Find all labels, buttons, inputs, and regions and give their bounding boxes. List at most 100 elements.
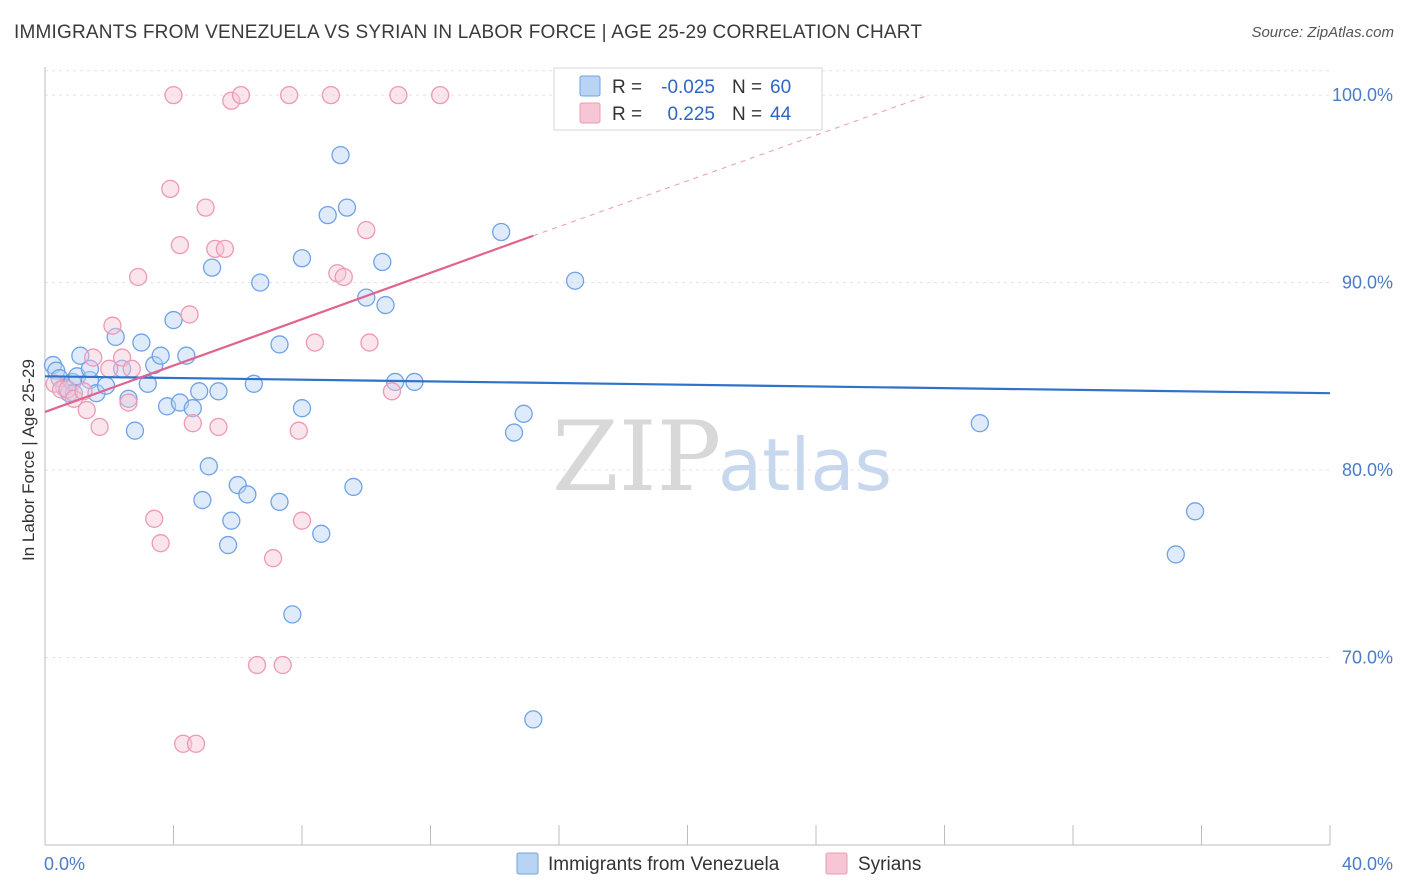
syrians-point-28: [231, 85, 251, 105]
trend-lines: [44, 94, 1331, 413]
x-tick-label-40: 40.0%: [1342, 854, 1393, 874]
syrians-point-13: [129, 267, 148, 287]
syrians-point-16: [161, 179, 180, 199]
syrians-point-27: [222, 91, 241, 110]
venezuela-point-54: [514, 404, 533, 423]
venezuela-point-59: [1166, 545, 1185, 564]
syrians-point-2: [58, 380, 77, 399]
venezuela-point-25: [183, 399, 202, 418]
syrians-point-20: [180, 305, 199, 324]
venezuela-point-17: [132, 333, 151, 352]
venezuela-point-48: [373, 252, 392, 272]
venezuela-point-37: [270, 335, 289, 354]
syrians-point-9: [103, 316, 122, 335]
syrians-point-19: [173, 734, 193, 753]
chart-title: IMMIGRANTS FROM VENEZUELA VS SYRIAN IN L…: [14, 22, 923, 43]
bottom-legend-swatch-syrians: [825, 852, 848, 875]
venezuela-point-16: [125, 421, 145, 440]
legend-n-value-1: 60: [770, 77, 791, 98]
correlation-legend: R = -0.025 N = 60 R = 0.225 N = 44: [553, 67, 823, 131]
syrians-point-1: [51, 380, 71, 399]
syrians-point-12: [122, 359, 141, 378]
syrians-point-32: [279, 85, 299, 105]
syrians-point-6: [84, 348, 103, 367]
syrians-point-24: [206, 239, 225, 258]
watermark-zip: ZIP: [552, 401, 721, 513]
legend-swatch-syrians: [579, 102, 601, 124]
venezuela-point-40: [292, 399, 312, 418]
axes: [44, 67, 1331, 846]
x-tick-label-0: 0.0%: [44, 854, 85, 874]
syrians-point-34: [292, 511, 312, 530]
venezuela-point-39: [283, 605, 302, 624]
y-axis-title: In Labor Force | Age 25-29: [19, 359, 38, 561]
venezuela-point-34: [238, 485, 257, 504]
venezuela-point-60: [1185, 502, 1205, 521]
series-legend: Immigrants from Venezuela Syrians: [516, 852, 921, 875]
venezuela-point-52: [492, 222, 511, 242]
trend-line-venezuela: [44, 375, 1331, 395]
venezuela-point-44: [331, 145, 350, 165]
venezuela-point-55: [524, 710, 543, 729]
venezuela-point-32: [222, 511, 241, 530]
tick-labels: 100.0% 90.0% 80.0% 70.0% 0.0% 40.0%: [44, 85, 1393, 874]
syrians-point-36: [321, 85, 341, 105]
venezuela-point-26: [190, 382, 209, 401]
venezuela-point-33: [228, 475, 247, 495]
syrians-point-25: [209, 417, 228, 437]
syrians-point-23: [196, 198, 215, 217]
venezuela-point-58: [970, 414, 989, 433]
venezuela-point-31: [218, 535, 238, 555]
legend-n-label-2: N =: [732, 104, 762, 125]
venezuela-point-56: [565, 271, 585, 290]
syrians-point-7: [90, 417, 109, 437]
y-tick-label-70: 70.0%: [1342, 648, 1393, 668]
venezuela-point-27: [193, 490, 212, 510]
legend-swatch-venezuela: [579, 75, 601, 97]
y-tick-label-90: 90.0%: [1342, 273, 1393, 293]
bottom-legend-swatch-venezuela: [516, 852, 539, 875]
syrians-point-29: [247, 655, 267, 675]
bottom-legend-label-venezuela: Immigrants from Venezuela: [548, 854, 780, 875]
legend-r-label-2: R =: [612, 104, 642, 125]
syrians-point-11: [119, 393, 138, 412]
syrians-point-35: [305, 333, 325, 352]
syrians-point-40: [360, 333, 379, 352]
legend-r-value-1: -0.025: [661, 77, 715, 98]
syrians-point-17: [164, 85, 183, 105]
syrians-point-21: [183, 414, 202, 433]
venezuela-point-28: [199, 457, 218, 476]
venezuela-point-35: [244, 374, 263, 393]
gridlines: [45, 70, 1330, 659]
trend-line-syrians: [44, 234, 534, 413]
venezuela-point-42: [312, 524, 331, 543]
syrians-point-14: [145, 509, 164, 528]
legend-n-value-2: 44: [770, 104, 792, 125]
syrians-point-18: [170, 235, 190, 255]
venezuela-point-53: [504, 423, 524, 442]
venezuela-point-45: [337, 198, 357, 217]
venezuela-point-29: [202, 258, 222, 277]
syrians-point-42: [389, 85, 408, 105]
venezuela-point-30: [209, 382, 228, 401]
syrians-point-15: [151, 534, 170, 553]
watermark-atlas: atlas: [718, 423, 892, 507]
syrians-point-31: [273, 655, 292, 675]
legend-n-label-1: N =: [732, 77, 762, 98]
venezuela-point-13: [106, 327, 125, 347]
legend-r-label-1: R =: [612, 77, 642, 98]
watermark: ZIP atlas: [552, 401, 892, 513]
venezuela-point-38: [270, 492, 289, 512]
venezuela-point-43: [318, 205, 337, 225]
y-tick-label-80: 80.0%: [1342, 460, 1393, 480]
series-syrians-points: [45, 85, 450, 753]
venezuela-point-41: [292, 249, 312, 268]
venezuela-point-20: [151, 346, 170, 365]
syrians-point-26: [215, 239, 235, 258]
bottom-legend-label-syrians: Syrians: [858, 854, 921, 875]
series-venezuela-points: [43, 85, 1205, 729]
syrians-point-22: [186, 734, 206, 753]
legend-r-value-2: 0.225: [667, 104, 715, 125]
syrians-point-30: [263, 549, 283, 568]
